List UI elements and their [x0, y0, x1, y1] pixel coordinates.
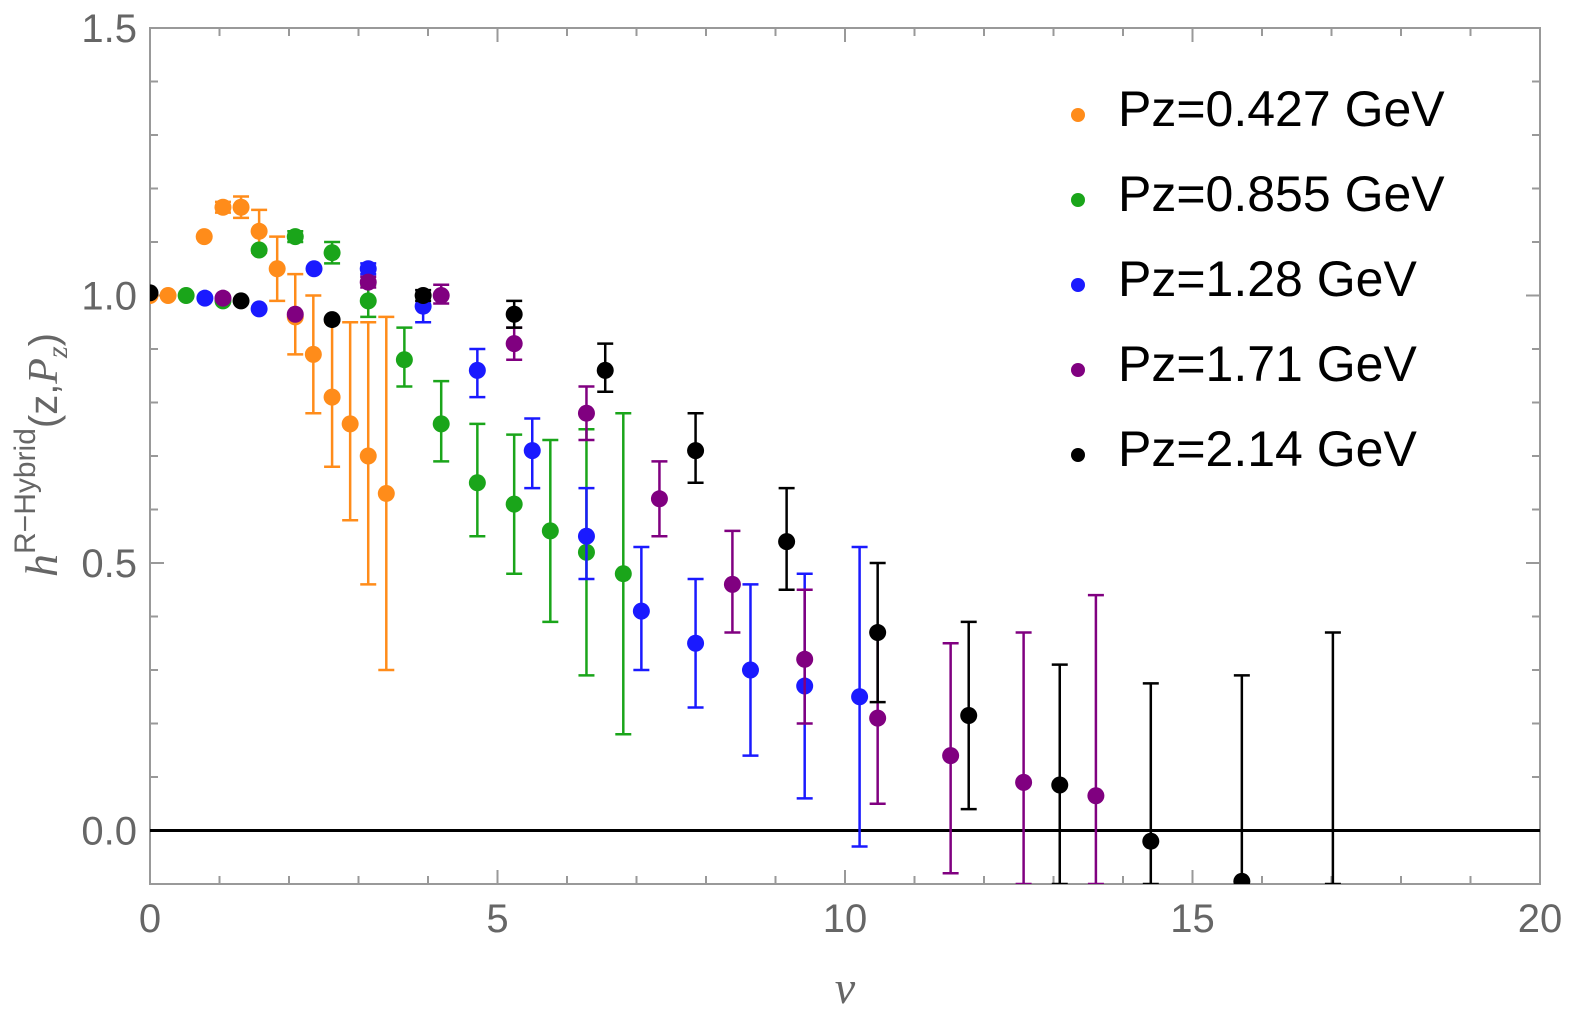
series-3 [196, 260, 869, 848]
data-point [432, 287, 450, 304]
data-point [1087, 787, 1105, 805]
data-point [359, 447, 377, 465]
y-axis-title-base: h [16, 554, 67, 577]
legend-marker [1071, 278, 1085, 292]
data-point [687, 634, 705, 652]
data-point [323, 244, 341, 262]
x-axis-title: ν [835, 962, 856, 1013]
legend: Pz=0.427 GeV Pz=0.855 GeV Pz=1.28 GeV Pz=1.… [1071, 81, 1445, 477]
x-tick-label: 5 [486, 897, 508, 941]
data-point [177, 287, 195, 304]
data-point [778, 533, 796, 551]
y-tick-label: 1.5 [81, 7, 137, 51]
axis-ticks [149, 27, 1541, 885]
data-point [395, 351, 413, 369]
legend-label: Pz=0.855 GeV [1118, 166, 1445, 222]
y-axis-title-superscript: R−Hybrid [9, 428, 42, 554]
legend-label: Pz=1.28 GeV [1118, 251, 1417, 307]
data-point [1233, 872, 1251, 884]
legend-label: Pz=0.427 GeV [1118, 81, 1445, 137]
data-point [1051, 776, 1069, 794]
data-point [268, 260, 286, 278]
series-4 [214, 273, 1105, 884]
y-tick-label: 0.5 [81, 542, 137, 586]
data-point [505, 335, 523, 353]
data-point [232, 198, 250, 216]
data-point [214, 289, 232, 307]
data-point [650, 490, 668, 508]
data-point [596, 361, 614, 379]
data-point [359, 260, 377, 278]
data-point [232, 292, 250, 310]
series-5 [150, 284, 1341, 946]
x-tick-label: 15 [1170, 897, 1215, 941]
data-point [304, 345, 322, 363]
data-point [250, 241, 268, 259]
data-point [414, 287, 432, 304]
y-axis-title-args-suffix: ) [22, 333, 66, 346]
x-tick-label: 0 [139, 897, 161, 941]
x-tick-label: 10 [823, 897, 868, 941]
data-point [869, 624, 887, 642]
data-point [341, 415, 359, 433]
data-point [577, 527, 595, 545]
data-point [614, 565, 632, 583]
data-point [505, 495, 523, 513]
data-point [942, 747, 960, 765]
data-point [250, 300, 268, 318]
series-1 [150, 195, 395, 672]
y-axis-title-P: P [21, 358, 67, 385]
data-point [741, 661, 759, 679]
data-point [214, 198, 232, 216]
data-point [687, 442, 705, 460]
y-tick-label: 0.0 [81, 810, 137, 854]
data-point [505, 305, 523, 323]
data-point [286, 228, 304, 246]
data-point [305, 260, 323, 278]
legend-marker [1071, 448, 1085, 462]
tick-labels: 0 5 10 15 20 0.0 0.5 1.0 1.5 [81, 7, 1562, 941]
y-axis-title-P-sub: z [41, 346, 74, 359]
data-point [723, 575, 741, 593]
data-point [195, 228, 213, 246]
data-point [541, 522, 559, 540]
legend-marker [1071, 108, 1085, 122]
data-point [359, 292, 377, 310]
legend-label: Pz=1.71 GeV [1118, 336, 1417, 392]
data-point [323, 388, 341, 406]
data-point [1142, 832, 1160, 850]
data-point [196, 289, 214, 307]
legend-marker [1071, 193, 1085, 207]
data-point [286, 305, 304, 323]
data-point [796, 650, 814, 668]
data-point [150, 284, 159, 302]
data-point [250, 222, 268, 240]
data-point [359, 273, 377, 291]
data-point [323, 311, 341, 329]
y-tick-label: 1.0 [81, 275, 137, 319]
series-layer [150, 195, 1341, 946]
x-tick-label: 20 [1518, 897, 1563, 941]
legend-marker [1071, 363, 1085, 377]
data-point [1324, 929, 1341, 946]
data-point [523, 442, 541, 460]
data-point [468, 361, 486, 379]
y-axis-title-args-prefix: (z, [22, 384, 66, 428]
data-point [1015, 773, 1033, 791]
data-point [432, 415, 450, 433]
legend-label: Pz=2.14 GeV [1118, 421, 1417, 477]
data-point [577, 404, 595, 422]
data-point [159, 287, 177, 304]
data-point [851, 688, 869, 706]
y-axis-title: hR−Hybrid(z,Pz) [9, 333, 74, 577]
data-point [869, 709, 887, 727]
data-point [960, 706, 978, 724]
data-point [377, 484, 395, 502]
data-point [632, 602, 650, 620]
data-point [468, 474, 486, 492]
